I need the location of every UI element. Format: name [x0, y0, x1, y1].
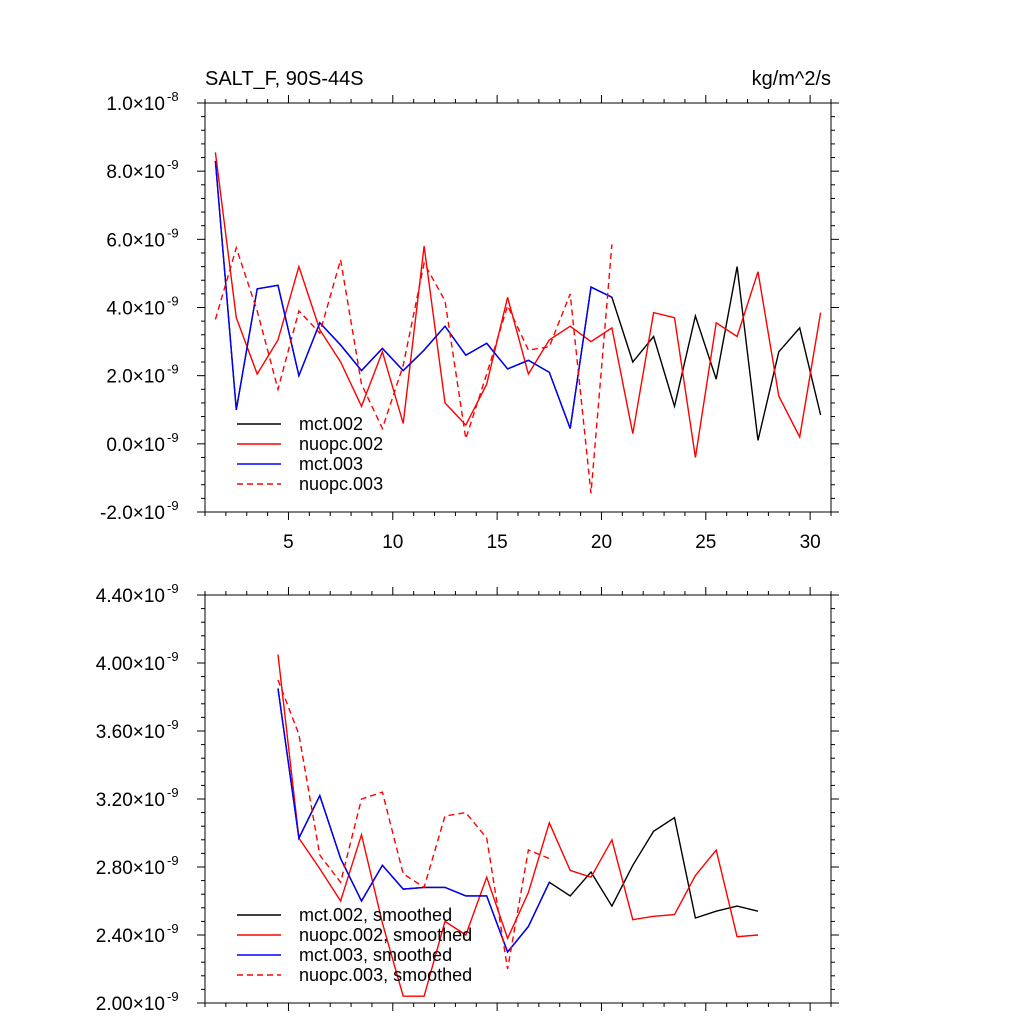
y-tick-exponent: -9 — [167, 785, 179, 800]
y-tick-label: 0.0×10 — [106, 435, 165, 456]
y-tick-mantissa: -2.0 — [100, 503, 133, 524]
y-tick-exponent: -9 — [167, 498, 179, 513]
legend-label: mct.002 — [299, 414, 363, 434]
y-tick-times-sign: ×10 — [133, 367, 165, 388]
series-line-nuopc-003-smoothed — [277, 679, 550, 970]
y-tick-mantissa: 4.00 — [96, 654, 133, 675]
y-tick-label: 4.40×10 — [96, 586, 165, 607]
x-tick-label: 15 — [487, 532, 508, 553]
y-tick-exponent: -9 — [167, 717, 179, 732]
y-tick-label: 2.80×10 — [96, 858, 165, 879]
series-line-mct-002 — [214, 160, 822, 441]
y-tick-mantissa: 3.60 — [96, 722, 133, 743]
y-tick-exponent: -9 — [167, 989, 179, 1004]
y-tick-times-sign: ×10 — [133, 654, 165, 675]
y-tick-label: 2.40×10 — [96, 926, 165, 947]
y-tick-times-sign: ×10 — [133, 299, 165, 320]
y-tick-times-sign: ×10 — [133, 926, 165, 947]
y-tick-exponent: -9 — [167, 362, 179, 377]
chart-title: SALT_F, 90S-44S — [205, 68, 364, 90]
y-tick-exponent: -8 — [167, 89, 179, 104]
legend-label: mct.003 — [299, 454, 363, 474]
legend-label: mct.002, smoothed — [299, 905, 452, 925]
y-tick-exponent: -9 — [167, 294, 179, 309]
y-tick-label: 2.0×10 — [106, 367, 165, 388]
series-line-nuopc-002 — [214, 152, 822, 458]
y-tick-times-sign: ×10 — [133, 162, 165, 183]
y-tick-mantissa: 2.80 — [96, 858, 133, 879]
y-tick-mantissa: 6.0 — [106, 230, 132, 251]
y-tick-label: 1.0×10 — [106, 94, 165, 115]
y-tick-mantissa: 1.0 — [106, 94, 132, 115]
y-tick-exponent: -9 — [167, 225, 179, 240]
legend-label: nuopc.003 — [299, 474, 383, 494]
y-tick-times-sign: ×10 — [133, 858, 165, 879]
top-panel: 5 10 15 20 25 30-2.0×10 -90.0×10 -92.0×10 -94.0×… — [100, 68, 839, 553]
y-tick-times-sign: ×10 — [133, 994, 165, 1015]
series-line-nuopc-003 — [214, 244, 613, 494]
series-line-mct-003-smoothed — [277, 688, 550, 954]
y-tick-times-sign: ×10 — [133, 435, 165, 456]
y-tick-times-sign: ×10 — [133, 722, 165, 743]
x-tick-label: 5 — [283, 532, 294, 553]
y-tick-label: -2.0×10 — [100, 503, 165, 524]
y-tick-mantissa: 8.0 — [106, 162, 132, 183]
x-tick-label: 10 — [382, 532, 403, 553]
y-tick-mantissa: 4.0 — [106, 299, 132, 320]
y-tick-exponent: -9 — [167, 853, 179, 868]
chart-units: kg/m^2/s — [752, 68, 831, 90]
x-tick-label: 20 — [591, 532, 612, 553]
y-tick-label: 3.60×10 — [96, 722, 165, 743]
y-tick-mantissa: 2.00 — [96, 994, 133, 1015]
y-tick-times-sign: ×10 — [133, 790, 165, 811]
bottom-panel: 2.00×10 -92.40×10 -92.80×10 -93.20×10 -93.60… — [96, 581, 839, 1015]
y-tick-exponent: -9 — [167, 581, 179, 596]
series-line-mct-003 — [214, 160, 613, 429]
y-tick-times-sign: ×10 — [133, 586, 165, 607]
y-tick-label: 6.0×10 — [106, 230, 165, 251]
y-tick-exponent: -9 — [167, 157, 179, 172]
y-tick-exponent: -9 — [167, 649, 179, 664]
legend-label: nuopc.003, smoothed — [299, 965, 472, 985]
y-tick-label: 4.0×10 — [106, 299, 165, 320]
y-tick-mantissa: 2.40 — [96, 926, 133, 947]
y-tick-label: 8.0×10 — [106, 162, 165, 183]
legend-label: nuopc.002 — [299, 434, 383, 454]
y-tick-exponent: -9 — [167, 921, 179, 936]
x-tick-label: 30 — [800, 532, 821, 553]
y-tick-mantissa: 3.20 — [96, 790, 133, 811]
y-tick-mantissa: 2.0 — [106, 367, 132, 388]
y-tick-label: 2.00×10 — [96, 994, 165, 1015]
legend-label: nuopc.002, smoothed — [299, 925, 472, 945]
y-tick-mantissa: 0.0 — [106, 435, 132, 456]
series-line-nuopc-002-smoothed — [277, 654, 759, 997]
y-tick-times-sign: ×10 — [133, 94, 165, 115]
y-tick-times-sign: ×10 — [133, 503, 165, 524]
y-tick-label: 3.20×10 — [96, 790, 165, 811]
y-tick-exponent: -9 — [167, 430, 179, 445]
y-tick-mantissa: 4.40 — [96, 586, 133, 607]
y-tick-label: 4.00×10 — [96, 654, 165, 675]
y-tick-times-sign: ×10 — [133, 230, 165, 251]
legend-label: mct.003, smoothed — [299, 945, 452, 965]
x-tick-label: 25 — [695, 532, 716, 553]
